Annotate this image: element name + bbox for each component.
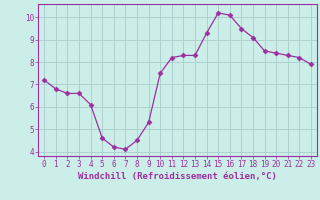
X-axis label: Windchill (Refroidissement éolien,°C): Windchill (Refroidissement éolien,°C)	[78, 172, 277, 181]
